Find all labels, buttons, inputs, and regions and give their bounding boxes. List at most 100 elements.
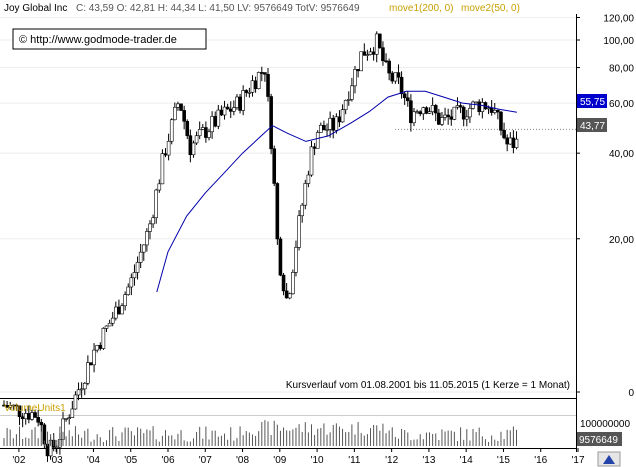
volume-label: VolumeUnits1 <box>4 403 66 414</box>
y-tick-label: 60,00 <box>609 99 634 110</box>
candle-body <box>55 446 59 449</box>
candle-body <box>458 105 463 108</box>
candle-body <box>477 101 482 112</box>
y-tick-label: 20,00 <box>609 235 634 246</box>
candle-body <box>443 114 447 118</box>
candle-body <box>23 413 28 420</box>
candle-body <box>123 294 127 307</box>
candle-body <box>197 129 202 137</box>
candle-body <box>387 60 391 74</box>
candle-body <box>371 51 376 55</box>
candle-body <box>287 293 292 299</box>
candle-body <box>33 412 37 418</box>
candle-body <box>486 107 491 110</box>
volume-bars <box>3 420 517 446</box>
candle-body <box>471 101 475 109</box>
candle-body <box>461 106 466 120</box>
candle-body <box>499 111 503 131</box>
price-candles <box>2 31 519 462</box>
candle-body <box>260 72 264 74</box>
candle-body <box>337 116 342 123</box>
candle-body <box>390 72 395 82</box>
candle-body <box>455 105 460 108</box>
candle-body <box>465 116 469 120</box>
candle-body <box>179 103 183 111</box>
candle-body <box>27 413 31 420</box>
x-tick-label: '15 <box>497 455 510 466</box>
candle-body <box>82 382 87 390</box>
candle-body <box>315 132 320 149</box>
candle-body <box>216 109 221 127</box>
watermark-box <box>12 28 207 50</box>
candle-body <box>378 33 382 48</box>
candle-body <box>173 106 177 121</box>
candle-body <box>275 183 280 240</box>
candle-body <box>114 306 118 319</box>
candle-body <box>241 90 245 111</box>
y-axis: 120,00 100,00 80,00 60,00 40,00 20,00 0 <box>576 13 634 399</box>
candle-body <box>163 153 168 156</box>
candle-body <box>433 105 438 114</box>
x-tick-label: '05 <box>124 455 137 466</box>
x-axis: '02 '03 '04 '05 '06 '07 '08 '09 '10 '11 '12 '13 '14 '… <box>12 448 585 466</box>
watermark-text[interactable]: © http://www.godmode-trader.de <box>19 34 177 46</box>
candle-body <box>76 389 81 396</box>
candle-body <box>331 117 336 131</box>
candle-body <box>405 97 410 102</box>
candle-body <box>200 127 205 130</box>
x-tick-label: '10 <box>311 455 324 466</box>
candle-body <box>250 80 255 93</box>
candle-body <box>166 140 171 156</box>
x-tick-label: '02 <box>12 455 25 466</box>
candle-body <box>191 142 196 156</box>
candle-body <box>256 72 261 89</box>
candle-body <box>291 272 295 295</box>
candle-body <box>502 130 506 139</box>
last-volume-tag <box>577 432 622 446</box>
header-ma2: move2(50, 0) <box>461 3 520 14</box>
candle-body <box>132 272 137 279</box>
candle-body <box>430 105 435 112</box>
candle-body <box>235 96 239 108</box>
candle-body <box>468 108 472 118</box>
candle-body <box>384 60 388 63</box>
candle-body <box>67 417 72 419</box>
candle-body <box>396 72 401 78</box>
candle-body <box>117 306 121 315</box>
candle-body <box>39 421 44 426</box>
candle-body <box>138 251 143 263</box>
candle-body <box>238 96 242 111</box>
candle-body <box>309 146 314 176</box>
candle-body <box>312 146 317 149</box>
candle-body <box>154 189 158 219</box>
candle-body <box>64 418 68 420</box>
candle-body <box>322 124 326 131</box>
candle-body <box>402 93 407 99</box>
candle-body <box>294 247 298 273</box>
candle-body <box>421 107 426 115</box>
candle-body <box>437 112 441 125</box>
ma-price-tag-text: 55,75 <box>580 97 605 108</box>
candle-body <box>182 110 186 122</box>
x-tick-label: '09 <box>273 455 286 466</box>
scroll-right-button[interactable] <box>597 451 621 467</box>
candle-body <box>368 51 373 55</box>
candle-body <box>157 183 162 191</box>
candle-body <box>222 106 227 116</box>
x-tick-label: '07 <box>199 455 212 466</box>
candle-body <box>340 109 345 123</box>
candle-body <box>141 244 146 253</box>
candle-body <box>306 174 311 184</box>
candle-body <box>449 116 454 120</box>
candle-body <box>427 111 432 114</box>
last-price-tag-text: 43,77 <box>580 121 605 132</box>
candle-body <box>110 317 115 324</box>
candle-body <box>393 72 398 82</box>
candle-body <box>412 111 416 124</box>
x-tick-label: '16 <box>534 455 547 466</box>
candle-body <box>126 286 131 295</box>
x-tick-label: '06 <box>161 455 174 466</box>
candle-body <box>496 110 500 113</box>
candle-body <box>225 106 230 110</box>
candle-body <box>365 54 370 56</box>
